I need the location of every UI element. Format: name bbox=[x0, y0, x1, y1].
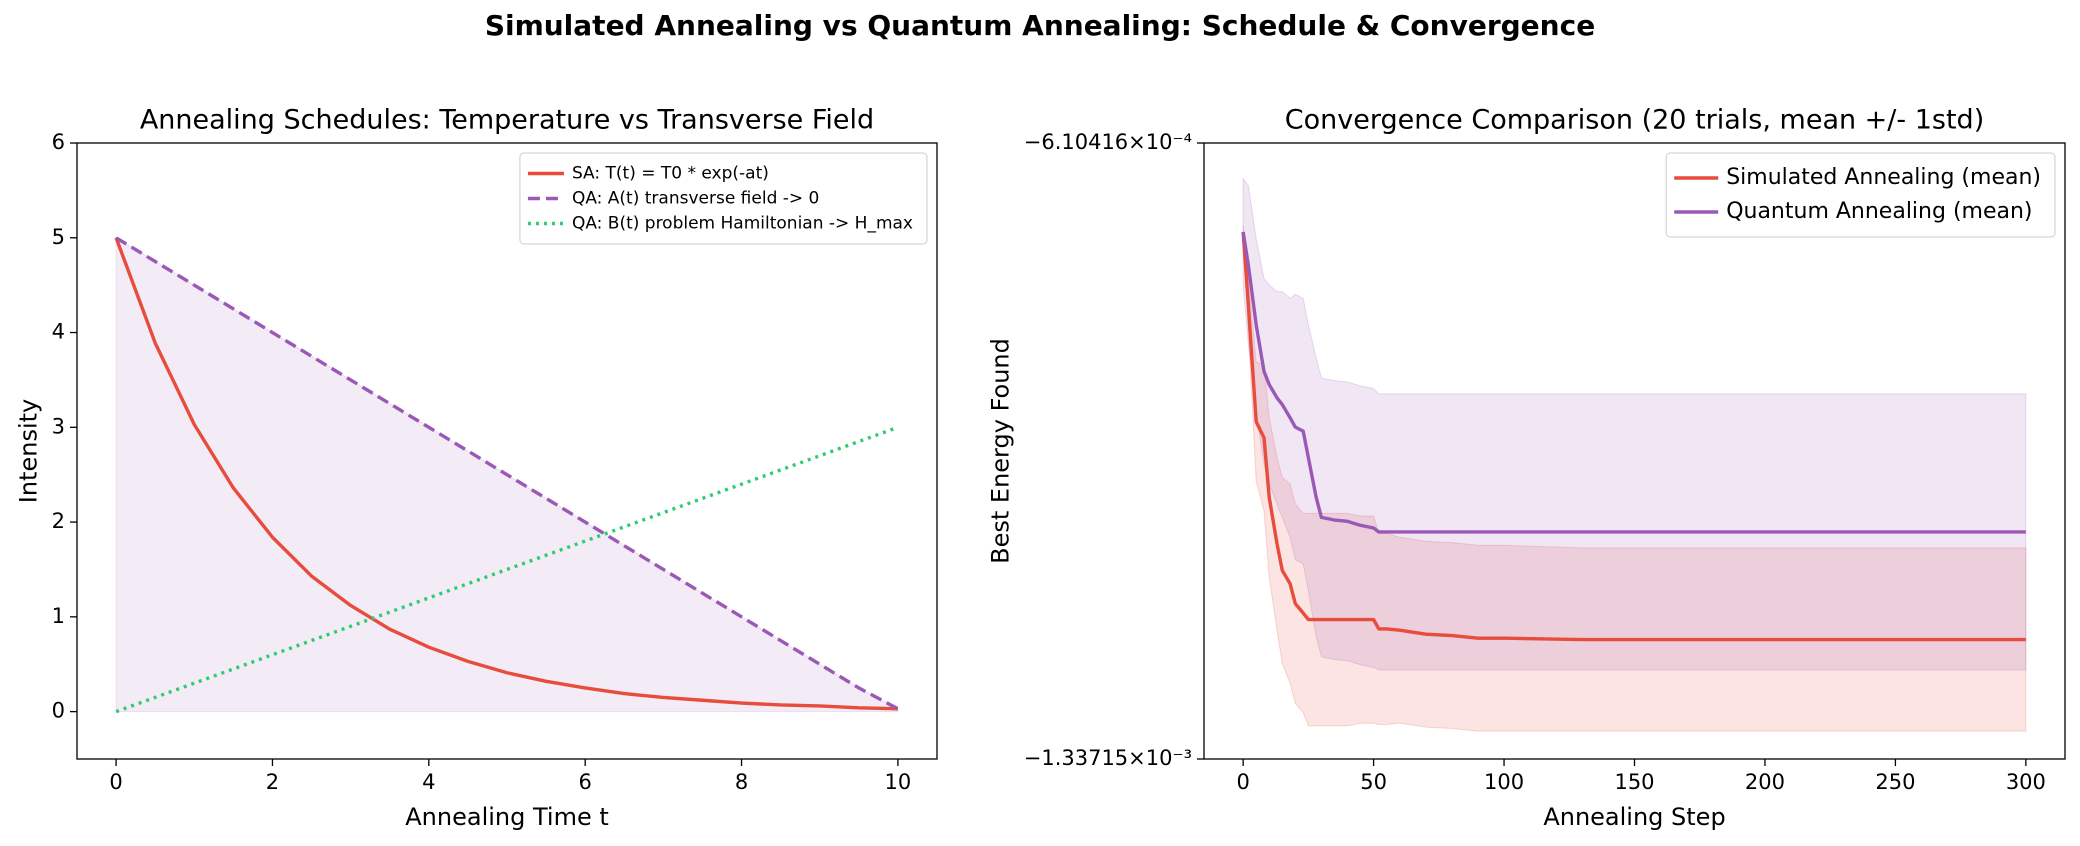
y-tick-label: 5 bbox=[52, 225, 65, 249]
y-tick-label: 3 bbox=[52, 414, 65, 438]
axes-frame bbox=[76, 142, 938, 760]
legend: Simulated Annealing (mean) Quantum Anneal… bbox=[1665, 152, 2056, 238]
x-tick-label: 100 bbox=[1484, 770, 1524, 794]
x-tick-label: 8 bbox=[735, 770, 748, 794]
legend-box bbox=[519, 152, 928, 245]
x-tick-label: 300 bbox=[2006, 770, 2046, 794]
y-tick-label: −1.33715×10⁻³ bbox=[1024, 746, 1192, 770]
x-tick-label: 4 bbox=[422, 770, 435, 794]
legend: SA: T(t) = T0 * exp(-at) QA: A(t) transve… bbox=[519, 152, 928, 245]
legend-box bbox=[1665, 152, 2056, 238]
legend-label: Quantum Annealing (mean) bbox=[1726, 199, 2032, 224]
line bbox=[115, 425, 899, 714]
x-tick-label: 2 bbox=[266, 770, 279, 794]
x-tick-label: 200 bbox=[1745, 770, 1785, 794]
x-tick-label: 0 bbox=[109, 770, 122, 794]
y-tick-label: −6.10416×10⁻⁴ bbox=[1024, 130, 1192, 154]
x-tick-label: 50 bbox=[1360, 770, 1387, 794]
axes-title: Convergence Comparison (20 trials, mean … bbox=[1285, 105, 1984, 136]
y-tick-label: 2 bbox=[52, 509, 65, 533]
x-tick-label: 10 bbox=[885, 770, 912, 794]
y-axis-label: Best Energy Found bbox=[987, 338, 1015, 564]
x-axis-label: Annealing Step bbox=[1543, 803, 1725, 831]
y-tick-label: 4 bbox=[52, 320, 65, 344]
x-tick-label: 150 bbox=[1614, 770, 1654, 794]
legend-label: QA: A(t) transverse field -> 0 bbox=[572, 189, 819, 209]
line bbox=[114, 237, 898, 711]
x-tick-label: 0 bbox=[1236, 770, 1249, 794]
legend-label: SA: T(t) = T0 * exp(-at) bbox=[572, 164, 769, 184]
y-axis-label: Intensity bbox=[15, 399, 43, 503]
axes-title: Annealing Schedules: Temperature vs Tran… bbox=[140, 105, 874, 136]
line bbox=[115, 236, 899, 711]
x-tick-label: 250 bbox=[1875, 770, 1915, 794]
std-band bbox=[1242, 225, 2027, 732]
y-tick-label: 6 bbox=[52, 130, 65, 154]
line bbox=[1241, 231, 2026, 534]
y-tick-label: 1 bbox=[52, 604, 65, 628]
std-band bbox=[1242, 177, 2027, 671]
x-tick-label: 6 bbox=[578, 770, 591, 794]
figure-title: Simulated Annealing vs Quantum Annealing… bbox=[485, 9, 1595, 42]
y-tick-label: 0 bbox=[52, 699, 65, 723]
x-axis-label: Annealing Time t bbox=[405, 803, 609, 831]
legend-label: Simulated Annealing (mean) bbox=[1726, 165, 2041, 190]
line bbox=[1241, 231, 2026, 642]
legend-label: QA: B(t) problem Hamiltonian -> H_max bbox=[572, 214, 913, 234]
